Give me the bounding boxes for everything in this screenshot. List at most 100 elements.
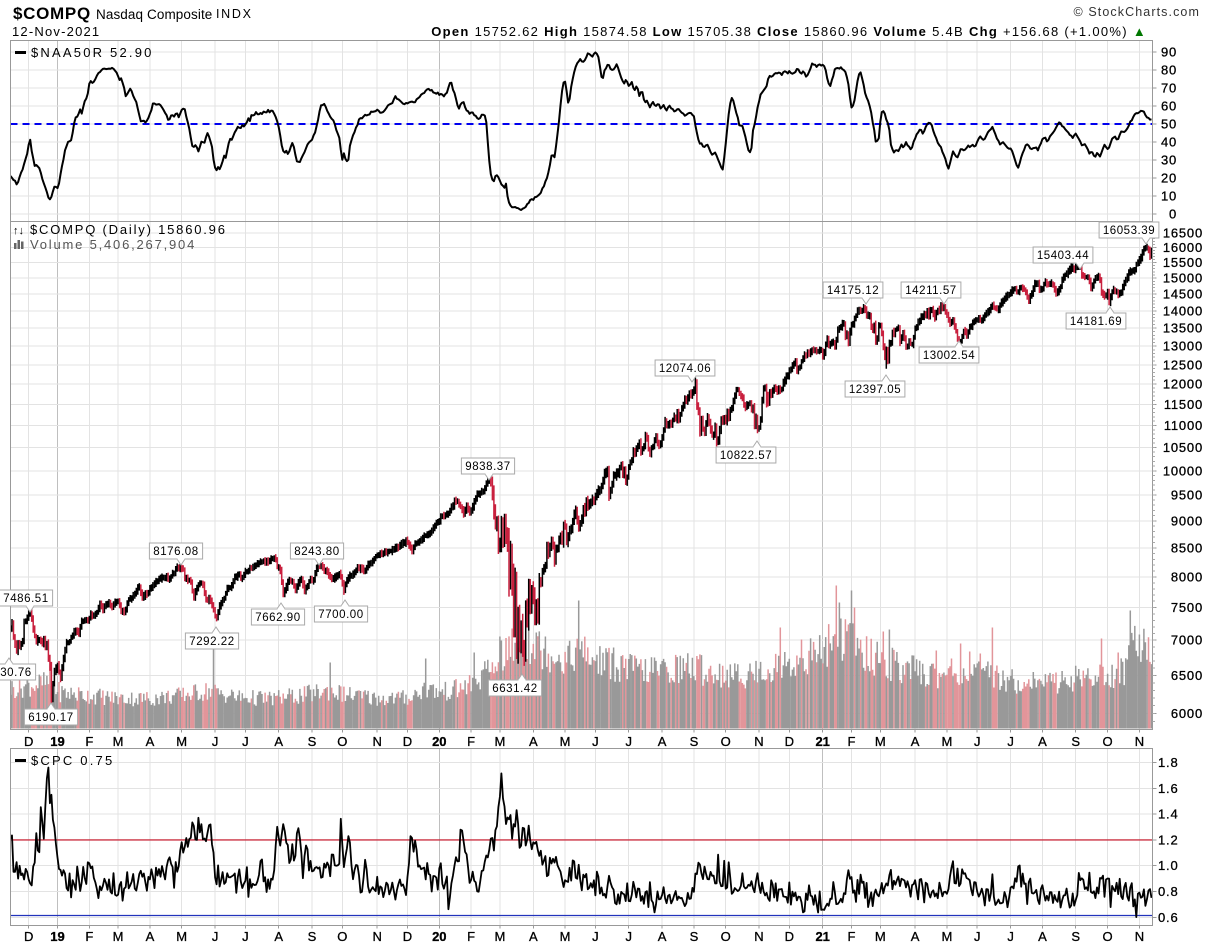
svg-text:F: F <box>85 734 93 749</box>
svg-text:S: S <box>1071 929 1080 944</box>
svg-text:S: S <box>1071 734 1080 749</box>
svg-text:A: A <box>911 734 920 749</box>
svg-text:16000: 16000 <box>1163 240 1203 255</box>
svg-text:D: D <box>785 929 794 944</box>
svg-text:11000: 11000 <box>1164 418 1203 433</box>
svg-text:J: J <box>974 734 981 749</box>
svg-text:15403.44: 15403.44 <box>1037 250 1089 262</box>
svg-text:6500: 6500 <box>1171 668 1203 683</box>
svg-text:J: J <box>212 929 219 944</box>
svg-text:J: J <box>212 734 219 749</box>
svg-text:F: F <box>848 734 856 749</box>
svg-text:M: M <box>494 734 505 749</box>
svg-text:Open 15752.62 High 15874.58 Lo: Open 15752.62 High 15874.58 Low 15705.38… <box>431 24 1147 39</box>
svg-text:30: 30 <box>1161 153 1177 168</box>
svg-text:↑↓: ↑↓ <box>13 225 24 237</box>
svg-text:© StockCharts.com: © StockCharts.com <box>1073 5 1200 19</box>
svg-text:M: M <box>176 929 187 944</box>
svg-text:0.6: 0.6 <box>1158 910 1178 925</box>
svg-text:13500: 13500 <box>1163 321 1203 336</box>
svg-text:20: 20 <box>432 929 446 944</box>
svg-text:80: 80 <box>1161 63 1177 78</box>
svg-text:F: F <box>85 929 93 944</box>
svg-text:7500: 7500 <box>1171 600 1203 615</box>
svg-text:F: F <box>467 734 475 749</box>
svg-text:$CPC 0.75: $CPC 0.75 <box>31 753 114 768</box>
svg-text:F: F <box>467 929 475 944</box>
svg-text:N: N <box>754 929 763 944</box>
svg-text:M: M <box>560 929 571 944</box>
svg-text:15000: 15000 <box>1163 271 1203 286</box>
svg-text:14000: 14000 <box>1163 303 1203 318</box>
svg-text:7000: 7000 <box>1171 633 1203 648</box>
svg-text:Volume 5,406,267,904: Volume 5,406,267,904 <box>30 237 196 252</box>
svg-text:O: O <box>337 734 347 749</box>
svg-text:13000: 13000 <box>1163 339 1203 354</box>
svg-text:14211.57: 14211.57 <box>905 285 957 297</box>
svg-text:10: 10 <box>1161 189 1177 204</box>
svg-text:J: J <box>625 734 632 749</box>
svg-text:A: A <box>658 734 667 749</box>
svg-text:J: J <box>242 929 249 944</box>
svg-text:D: D <box>403 734 412 749</box>
svg-text:8243.80: 8243.80 <box>294 546 339 558</box>
svg-text:J: J <box>974 929 981 944</box>
svg-text:A: A <box>1038 929 1047 944</box>
svg-text:21: 21 <box>815 929 829 944</box>
svg-text:D: D <box>785 734 794 749</box>
svg-text:60: 60 <box>1161 99 1177 114</box>
svg-text:10000: 10000 <box>1163 463 1203 478</box>
svg-text:1.6: 1.6 <box>1158 781 1178 796</box>
svg-text:F: F <box>848 929 856 944</box>
svg-text:16500: 16500 <box>1163 225 1203 240</box>
svg-text:$COMPQ (Daily) 15860.96: $COMPQ (Daily) 15860.96 <box>30 222 227 237</box>
svg-text:14181.69: 14181.69 <box>1070 316 1122 328</box>
svg-text:A: A <box>146 929 155 944</box>
svg-text:9000: 9000 <box>1171 513 1203 528</box>
svg-text:A: A <box>658 929 667 944</box>
svg-text:J: J <box>242 734 249 749</box>
svg-text:8176.08: 8176.08 <box>153 546 198 558</box>
svg-text:M: M <box>113 929 124 944</box>
svg-text:N: N <box>373 734 382 749</box>
svg-text:6000: 6000 <box>1171 706 1203 721</box>
svg-text:50: 50 <box>1161 117 1177 132</box>
svg-text:Nasdaq Composite: Nasdaq Composite <box>96 7 212 22</box>
svg-text:M: M <box>941 929 952 944</box>
svg-text:13002.54: 13002.54 <box>923 350 975 362</box>
svg-text:1.0: 1.0 <box>1158 858 1178 873</box>
svg-text:D: D <box>24 734 33 749</box>
svg-text:90: 90 <box>1161 45 1177 60</box>
svg-text:11500: 11500 <box>1164 397 1203 412</box>
svg-text:N: N <box>373 929 382 944</box>
svg-text:S: S <box>690 929 699 944</box>
svg-text:40: 40 <box>1161 135 1177 150</box>
svg-text:INDX: INDX <box>216 7 253 21</box>
svg-text:D: D <box>403 929 412 944</box>
svg-text:7292.22: 7292.22 <box>189 636 234 648</box>
svg-text:8500: 8500 <box>1171 541 1203 556</box>
svg-text:0.8: 0.8 <box>1158 884 1178 899</box>
svg-text:M: M <box>113 734 124 749</box>
svg-text:O: O <box>721 929 731 944</box>
svg-text:19: 19 <box>50 734 64 749</box>
svg-text:14175.12: 14175.12 <box>827 285 879 297</box>
svg-text:M: M <box>560 734 571 749</box>
svg-text:6830.76: 6830.76 <box>0 667 32 679</box>
svg-text:S: S <box>308 734 317 749</box>
svg-text:1.2: 1.2 <box>1158 832 1178 847</box>
svg-text:J: J <box>1007 929 1014 944</box>
svg-text:6190.17: 6190.17 <box>28 712 73 724</box>
svg-text:20: 20 <box>432 734 446 749</box>
svg-text:D: D <box>24 929 33 944</box>
svg-text:N: N <box>1135 734 1144 749</box>
svg-text:A: A <box>1038 734 1047 749</box>
svg-text:A: A <box>911 929 920 944</box>
svg-text:O: O <box>1103 734 1113 749</box>
svg-text:12500: 12500 <box>1163 357 1203 372</box>
svg-text:O: O <box>1103 929 1113 944</box>
svg-text:7662.90: 7662.90 <box>255 612 300 624</box>
svg-text:J: J <box>1007 734 1014 749</box>
svg-text:12000: 12000 <box>1163 377 1203 392</box>
svg-text:7700.00: 7700.00 <box>318 609 363 621</box>
